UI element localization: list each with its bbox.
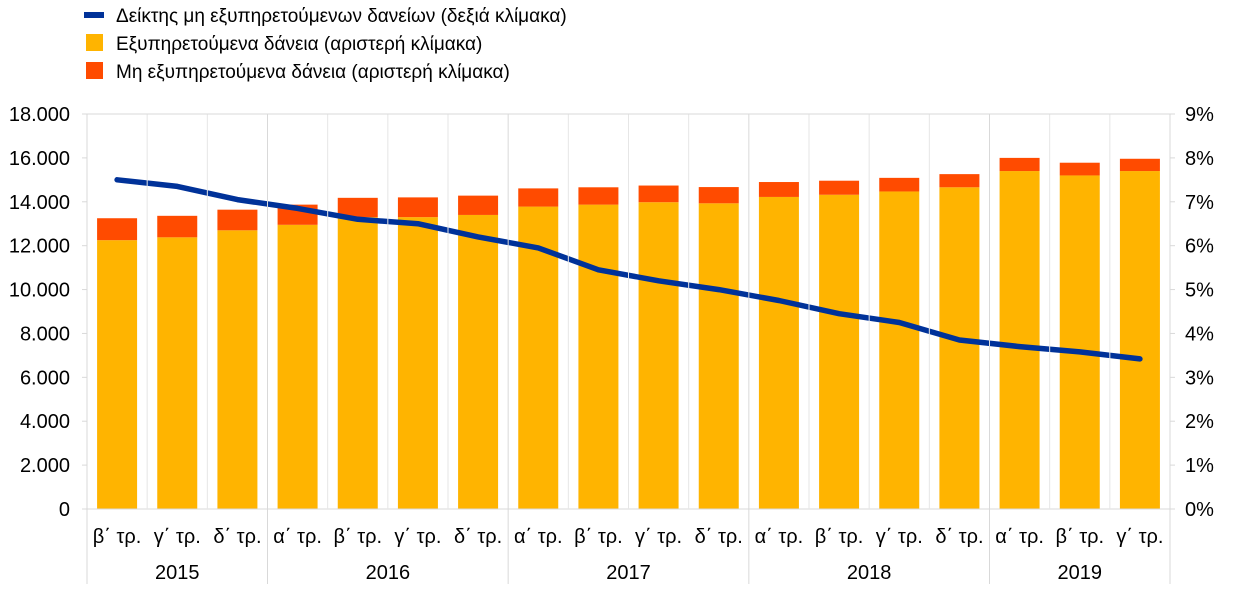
bar-npl	[698, 187, 739, 204]
right-tick-label: 3%	[1185, 367, 1214, 389]
bar-performing	[518, 206, 559, 509]
quarter-label: β΄ τρ.	[815, 526, 864, 548]
year-labels: 2015 2016 2017 2018 2019	[155, 562, 1102, 584]
bar-performing	[698, 203, 739, 509]
legend-line-swatch	[84, 12, 104, 18]
right-tick-label: 2%	[1185, 411, 1214, 433]
left-tick-label: 4.000	[20, 411, 70, 433]
legend: Δείκτης μη εξυπηρετούμενων δανείων (δεξι…	[84, 6, 567, 83]
legend-label: Μη εξυπηρετούμενα δάνεια (αριστερή κλίμα…	[116, 62, 510, 83]
axes	[86, 113, 1171, 584]
bar-performing	[157, 237, 198, 510]
quarter-label: γ΄ τρ.	[154, 526, 201, 548]
right-tick-label: 9%	[1185, 104, 1214, 126]
legend-square-swatch	[86, 34, 103, 51]
left-tick-label: 10.000	[9, 280, 70, 302]
quarter-label: α΄ τρ.	[755, 526, 804, 548]
bar-performing	[277, 224, 318, 509]
legend-square-swatch	[86, 62, 103, 79]
bar-performing	[879, 191, 920, 510]
bar-performing	[337, 217, 378, 509]
bar-performing	[397, 217, 438, 509]
bar-npl	[999, 157, 1040, 172]
left-tick-label: 12.000	[9, 236, 70, 258]
bar-performing	[819, 194, 860, 509]
year-label: 2017	[606, 562, 651, 584]
year-label: 2015	[155, 562, 200, 584]
right-tick-label: 4%	[1185, 323, 1214, 345]
bar-npl	[879, 177, 920, 192]
year-label: 2016	[366, 562, 411, 584]
right-tick-label: 6%	[1185, 236, 1214, 258]
quarter-label: δ΄ τρ.	[454, 526, 502, 548]
bar-performing	[638, 202, 679, 509]
bar-npl	[1059, 162, 1100, 176]
legend-label: Δείκτης μη εξυπηρετούμενων δανείων (δεξι…	[116, 6, 567, 27]
quarter-label: α΄ τρ.	[514, 526, 563, 548]
left-axis-ticks: 0 2.000 4.000 6.000 8.000 10.000 12.000 14.000 1…	[9, 104, 87, 521]
bar-npl	[758, 182, 799, 197]
bar-npl	[518, 188, 559, 207]
bar-performing	[939, 187, 980, 510]
right-axis-ticks: 0% 1% 2% 3% 4% 5% 6% 7% 8% 9%	[1170, 104, 1214, 521]
quarter-label: γ΄ τρ.	[394, 526, 441, 548]
bar-npl	[337, 197, 378, 218]
bar-npl	[1119, 158, 1160, 172]
bar-npl	[217, 209, 258, 231]
left-tick-label: 16.000	[9, 148, 70, 170]
quarter-label: δ΄ τρ.	[935, 526, 983, 548]
bar-npl	[97, 218, 138, 241]
bar-performing	[758, 196, 799, 509]
quarter-label: α΄ τρ.	[273, 526, 322, 548]
quarter-label: γ΄ τρ.	[1116, 526, 1163, 548]
right-tick-label: 7%	[1185, 192, 1214, 214]
quarter-label: β΄ τρ.	[574, 526, 623, 548]
bar-performing	[999, 171, 1040, 510]
left-tick-label: 14.000	[9, 192, 70, 214]
left-tick-label: 18.000	[9, 104, 70, 126]
right-tick-label: 8%	[1185, 148, 1214, 170]
quarter-label: δ΄ τρ.	[695, 526, 743, 548]
quarter-label: δ΄ τρ.	[213, 526, 261, 548]
bar-performing	[458, 214, 499, 509]
quarter-label: β΄ τρ.	[333, 526, 382, 548]
quarter-label: β΄ τρ.	[93, 526, 142, 548]
left-tick-label: 6.000	[20, 367, 70, 389]
quarter-label: γ΄ τρ.	[635, 526, 682, 548]
quarter-label: γ΄ τρ.	[876, 526, 923, 548]
bar-npl	[819, 180, 860, 195]
left-tick-label: 8.000	[20, 323, 70, 345]
left-tick-label: 0	[59, 499, 70, 521]
bar-npl	[939, 174, 980, 188]
category-labels: β΄ τρ. γ΄ τρ. δ΄ τρ. α΄ τρ. β΄ τρ. γ΄ τρ. δ΄ τ…	[93, 526, 1164, 548]
bar-npl	[638, 185, 679, 203]
legend-label: Εξυπηρετούμενα δάνεια (αριστερή κλίμακα)	[116, 34, 482, 55]
bar-performing	[1119, 171, 1160, 510]
year-label: 2018	[847, 562, 892, 584]
quarter-label: α΄ τρ.	[995, 526, 1044, 548]
right-tick-label: 0%	[1185, 499, 1214, 521]
bar-performing	[97, 240, 138, 510]
year-label: 2019	[1058, 562, 1103, 584]
bar-npl	[458, 195, 499, 215]
bar-npl	[578, 187, 619, 205]
quarter-label: β΄ τρ.	[1055, 526, 1104, 548]
left-tick-label: 2.000	[20, 455, 70, 477]
bar-performing	[1059, 175, 1100, 509]
bars	[97, 157, 1160, 510]
bar-npl	[397, 197, 438, 218]
right-tick-label: 1%	[1185, 455, 1214, 477]
bar-performing	[578, 204, 619, 509]
right-tick-label: 5%	[1185, 280, 1214, 302]
bar-performing	[217, 230, 258, 510]
bar-npl	[157, 215, 198, 238]
